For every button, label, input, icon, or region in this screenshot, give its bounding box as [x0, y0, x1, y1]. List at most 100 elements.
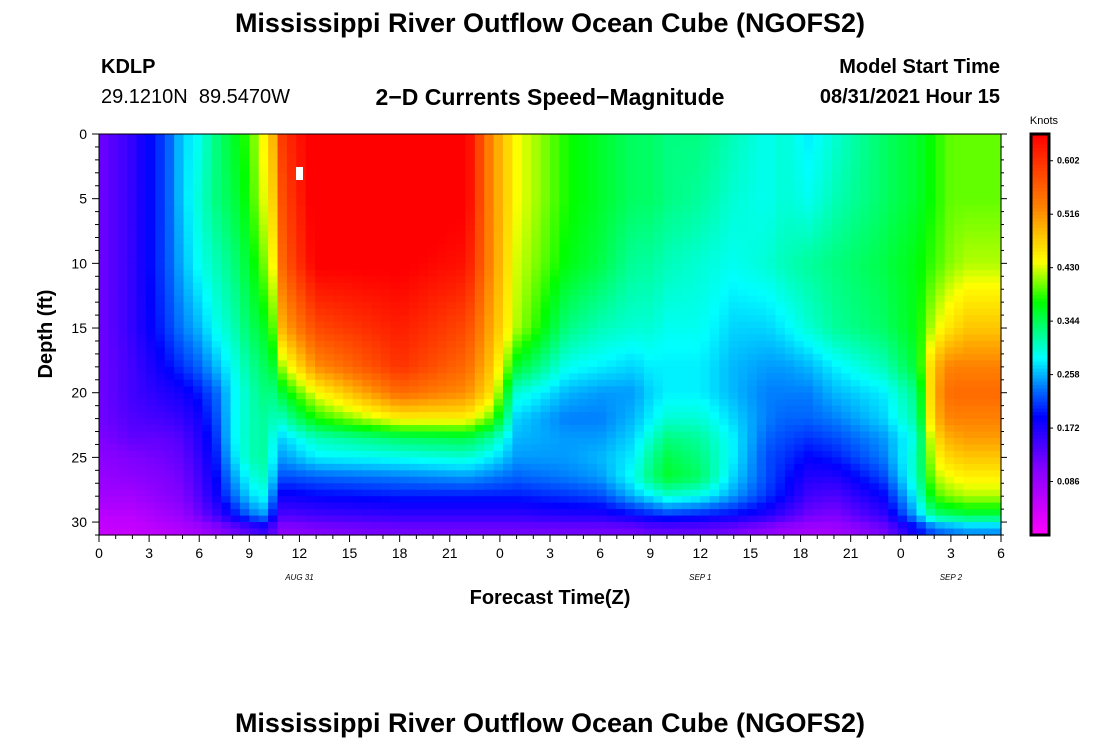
heatmap-cell	[277, 444, 288, 452]
heatmap-cell	[409, 353, 420, 361]
heatmap-cell	[127, 192, 138, 200]
heatmap-cell	[531, 328, 542, 336]
heatmap-cell	[230, 483, 241, 491]
heatmap-cell	[775, 509, 786, 517]
heatmap-cell	[756, 418, 767, 426]
heatmap-cell	[634, 256, 645, 264]
heatmap-cell	[766, 522, 777, 530]
heatmap-cell	[164, 315, 175, 323]
heatmap-cell	[249, 476, 260, 484]
heatmap-cell	[409, 237, 420, 245]
heatmap-cell	[296, 450, 307, 458]
heatmap-cell	[662, 159, 673, 167]
heatmap-cell	[596, 463, 607, 471]
heatmap-cell	[512, 295, 523, 303]
heatmap-cell	[136, 256, 147, 264]
heatmap-cell	[409, 470, 420, 478]
heatmap-cell	[512, 425, 523, 433]
heatmap-cell	[211, 340, 222, 349]
heatmap-cell	[503, 373, 514, 381]
heatmap-cell	[766, 321, 777, 329]
heatmap-cell	[183, 302, 194, 310]
heatmap-cell	[286, 450, 297, 458]
heatmap-cell	[399, 205, 410, 213]
heatmap-cell	[766, 412, 777, 420]
heatmap-cell	[587, 399, 598, 407]
heatmap-cell	[831, 172, 842, 180]
heatmap-cell	[399, 263, 410, 271]
heatmap-cell	[315, 315, 326, 323]
heatmap-cell	[540, 334, 551, 342]
heatmap-cell	[615, 412, 626, 420]
heatmap-cell	[672, 179, 683, 187]
heatmap-cell	[371, 392, 382, 400]
heatmap-cell	[456, 515, 467, 523]
heatmap-cell	[568, 153, 579, 161]
heatmap-cell	[409, 308, 420, 316]
heatmap-cell	[784, 153, 795, 161]
heatmap-cell	[343, 392, 354, 400]
heatmap-cell	[822, 172, 833, 180]
heatmap-cell	[531, 243, 542, 252]
heatmap-cell	[503, 282, 514, 290]
heatmap-cell	[249, 166, 260, 174]
heatmap-cell	[390, 437, 401, 446]
heatmap-cell	[775, 198, 786, 206]
heatmap-cell	[531, 360, 542, 368]
heatmap-cell	[474, 192, 485, 200]
heatmap-cell	[756, 379, 767, 387]
heatmap-cell	[587, 134, 598, 142]
heatmap-cell	[690, 444, 701, 452]
heatmap-cell	[719, 509, 730, 517]
heatmap-cell	[568, 457, 579, 465]
heatmap-cell	[249, 502, 260, 510]
heatmap-cell	[390, 386, 401, 394]
heatmap-cell	[653, 159, 664, 167]
heatmap-cell	[465, 211, 476, 219]
heatmap-cell	[634, 205, 645, 213]
heatmap-cell	[634, 353, 645, 361]
heatmap-cell	[474, 509, 485, 517]
heatmap-cell	[427, 502, 438, 510]
heatmap-cell	[427, 463, 438, 471]
heatmap-cell	[333, 360, 344, 368]
heatmap-cell	[681, 315, 692, 323]
heatmap-cell	[606, 444, 617, 452]
heatmap-cell	[813, 405, 824, 413]
heatmap-cell	[503, 515, 514, 523]
heatmap-cell	[615, 224, 626, 232]
heatmap-cell	[512, 302, 523, 310]
heatmap-cell	[568, 470, 579, 478]
heatmap-cell	[512, 250, 523, 258]
heatmap-cell	[737, 431, 748, 439]
heatmap-cell	[794, 224, 805, 232]
heatmap-cell	[756, 522, 767, 530]
heatmap-cell	[653, 379, 664, 387]
heatmap-cell	[192, 425, 203, 433]
heatmap-cell	[803, 496, 814, 504]
heatmap-cell	[493, 528, 504, 536]
heatmap-cell	[813, 412, 824, 420]
heatmap-cell	[831, 237, 842, 245]
heatmap-cell	[550, 134, 560, 142]
heatmap-cell	[221, 334, 232, 342]
heatmap-cell	[719, 457, 730, 465]
heatmap-cell	[672, 269, 683, 277]
heatmap-cell	[747, 140, 758, 148]
heatmap-cell	[512, 450, 523, 458]
heatmap-cell	[380, 457, 391, 465]
heatmap-cell	[136, 159, 147, 167]
heatmap-cell	[822, 444, 833, 452]
heatmap-cell	[643, 328, 654, 336]
heatmap-cell	[568, 172, 579, 180]
heatmap-cell	[484, 502, 495, 510]
heatmap-cell	[399, 328, 410, 336]
heatmap-cell	[831, 166, 842, 174]
heatmap-cell	[775, 457, 786, 465]
heatmap-cell	[352, 243, 363, 252]
heatmap-cell	[333, 198, 344, 206]
heatmap-cell	[662, 198, 673, 206]
heatmap-cell	[841, 431, 852, 439]
heatmap-cell	[672, 360, 683, 368]
heatmap-cell	[737, 476, 748, 484]
